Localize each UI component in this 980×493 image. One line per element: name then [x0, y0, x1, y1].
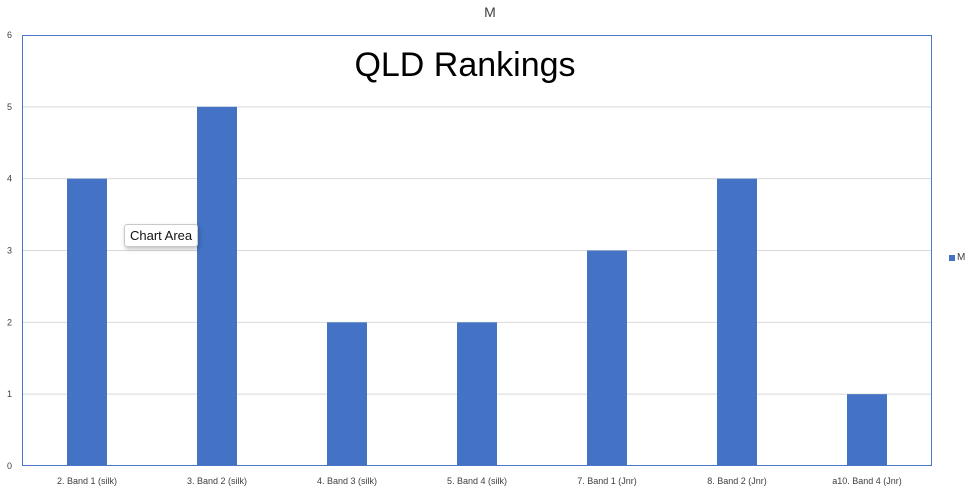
- legend-label: M: [957, 252, 966, 263]
- chart-series-title: M: [484, 4, 496, 20]
- x-tick-label: a10. Band 4 (Jnr): [832, 476, 902, 486]
- legend[interactable]: M: [949, 252, 965, 263]
- y-tick-label: 1: [7, 389, 12, 399]
- plot-area-frame[interactable]: [22, 35, 932, 466]
- y-tick-label: 5: [7, 102, 12, 112]
- bar[interactable]: [197, 106, 237, 466]
- x-tick-label: 7. Band 1 (Jnr): [577, 476, 637, 486]
- y-axis: 0 1 2 3 4 5 6: [7, 30, 12, 471]
- bars: [67, 106, 887, 467]
- y-tick-label: 3: [7, 246, 12, 256]
- y-tick-label: 2: [7, 317, 12, 327]
- legend-swatch: [949, 254, 955, 261]
- chart-title: QLD Rankings: [354, 46, 576, 84]
- bar[interactable]: [457, 322, 497, 466]
- bar[interactable]: [67, 178, 107, 466]
- x-tick-label: 2. Band 1 (silk): [57, 476, 117, 486]
- x-tick-label: 3. Band 2 (silk): [187, 476, 247, 486]
- y-tick-label: 6: [7, 30, 12, 40]
- x-tick-label: 8. Band 2 (Jnr): [707, 476, 767, 486]
- x-axis: 2. Band 1 (silk) 3. Band 2 (silk) 4. Band …: [57, 476, 902, 486]
- x-tick-label: 4. Band 3 (silk): [317, 476, 377, 486]
- bar[interactable]: [327, 322, 367, 466]
- bar[interactable]: [587, 250, 627, 467]
- bar[interactable]: [717, 178, 757, 466]
- chart-area-tooltip: Chart Area: [124, 224, 199, 247]
- y-tick-label: 0: [7, 461, 12, 471]
- bar[interactable]: [847, 394, 887, 466]
- x-tick-label: 5. Band 4 (silk): [447, 476, 507, 486]
- y-tick-label: 4: [7, 174, 12, 184]
